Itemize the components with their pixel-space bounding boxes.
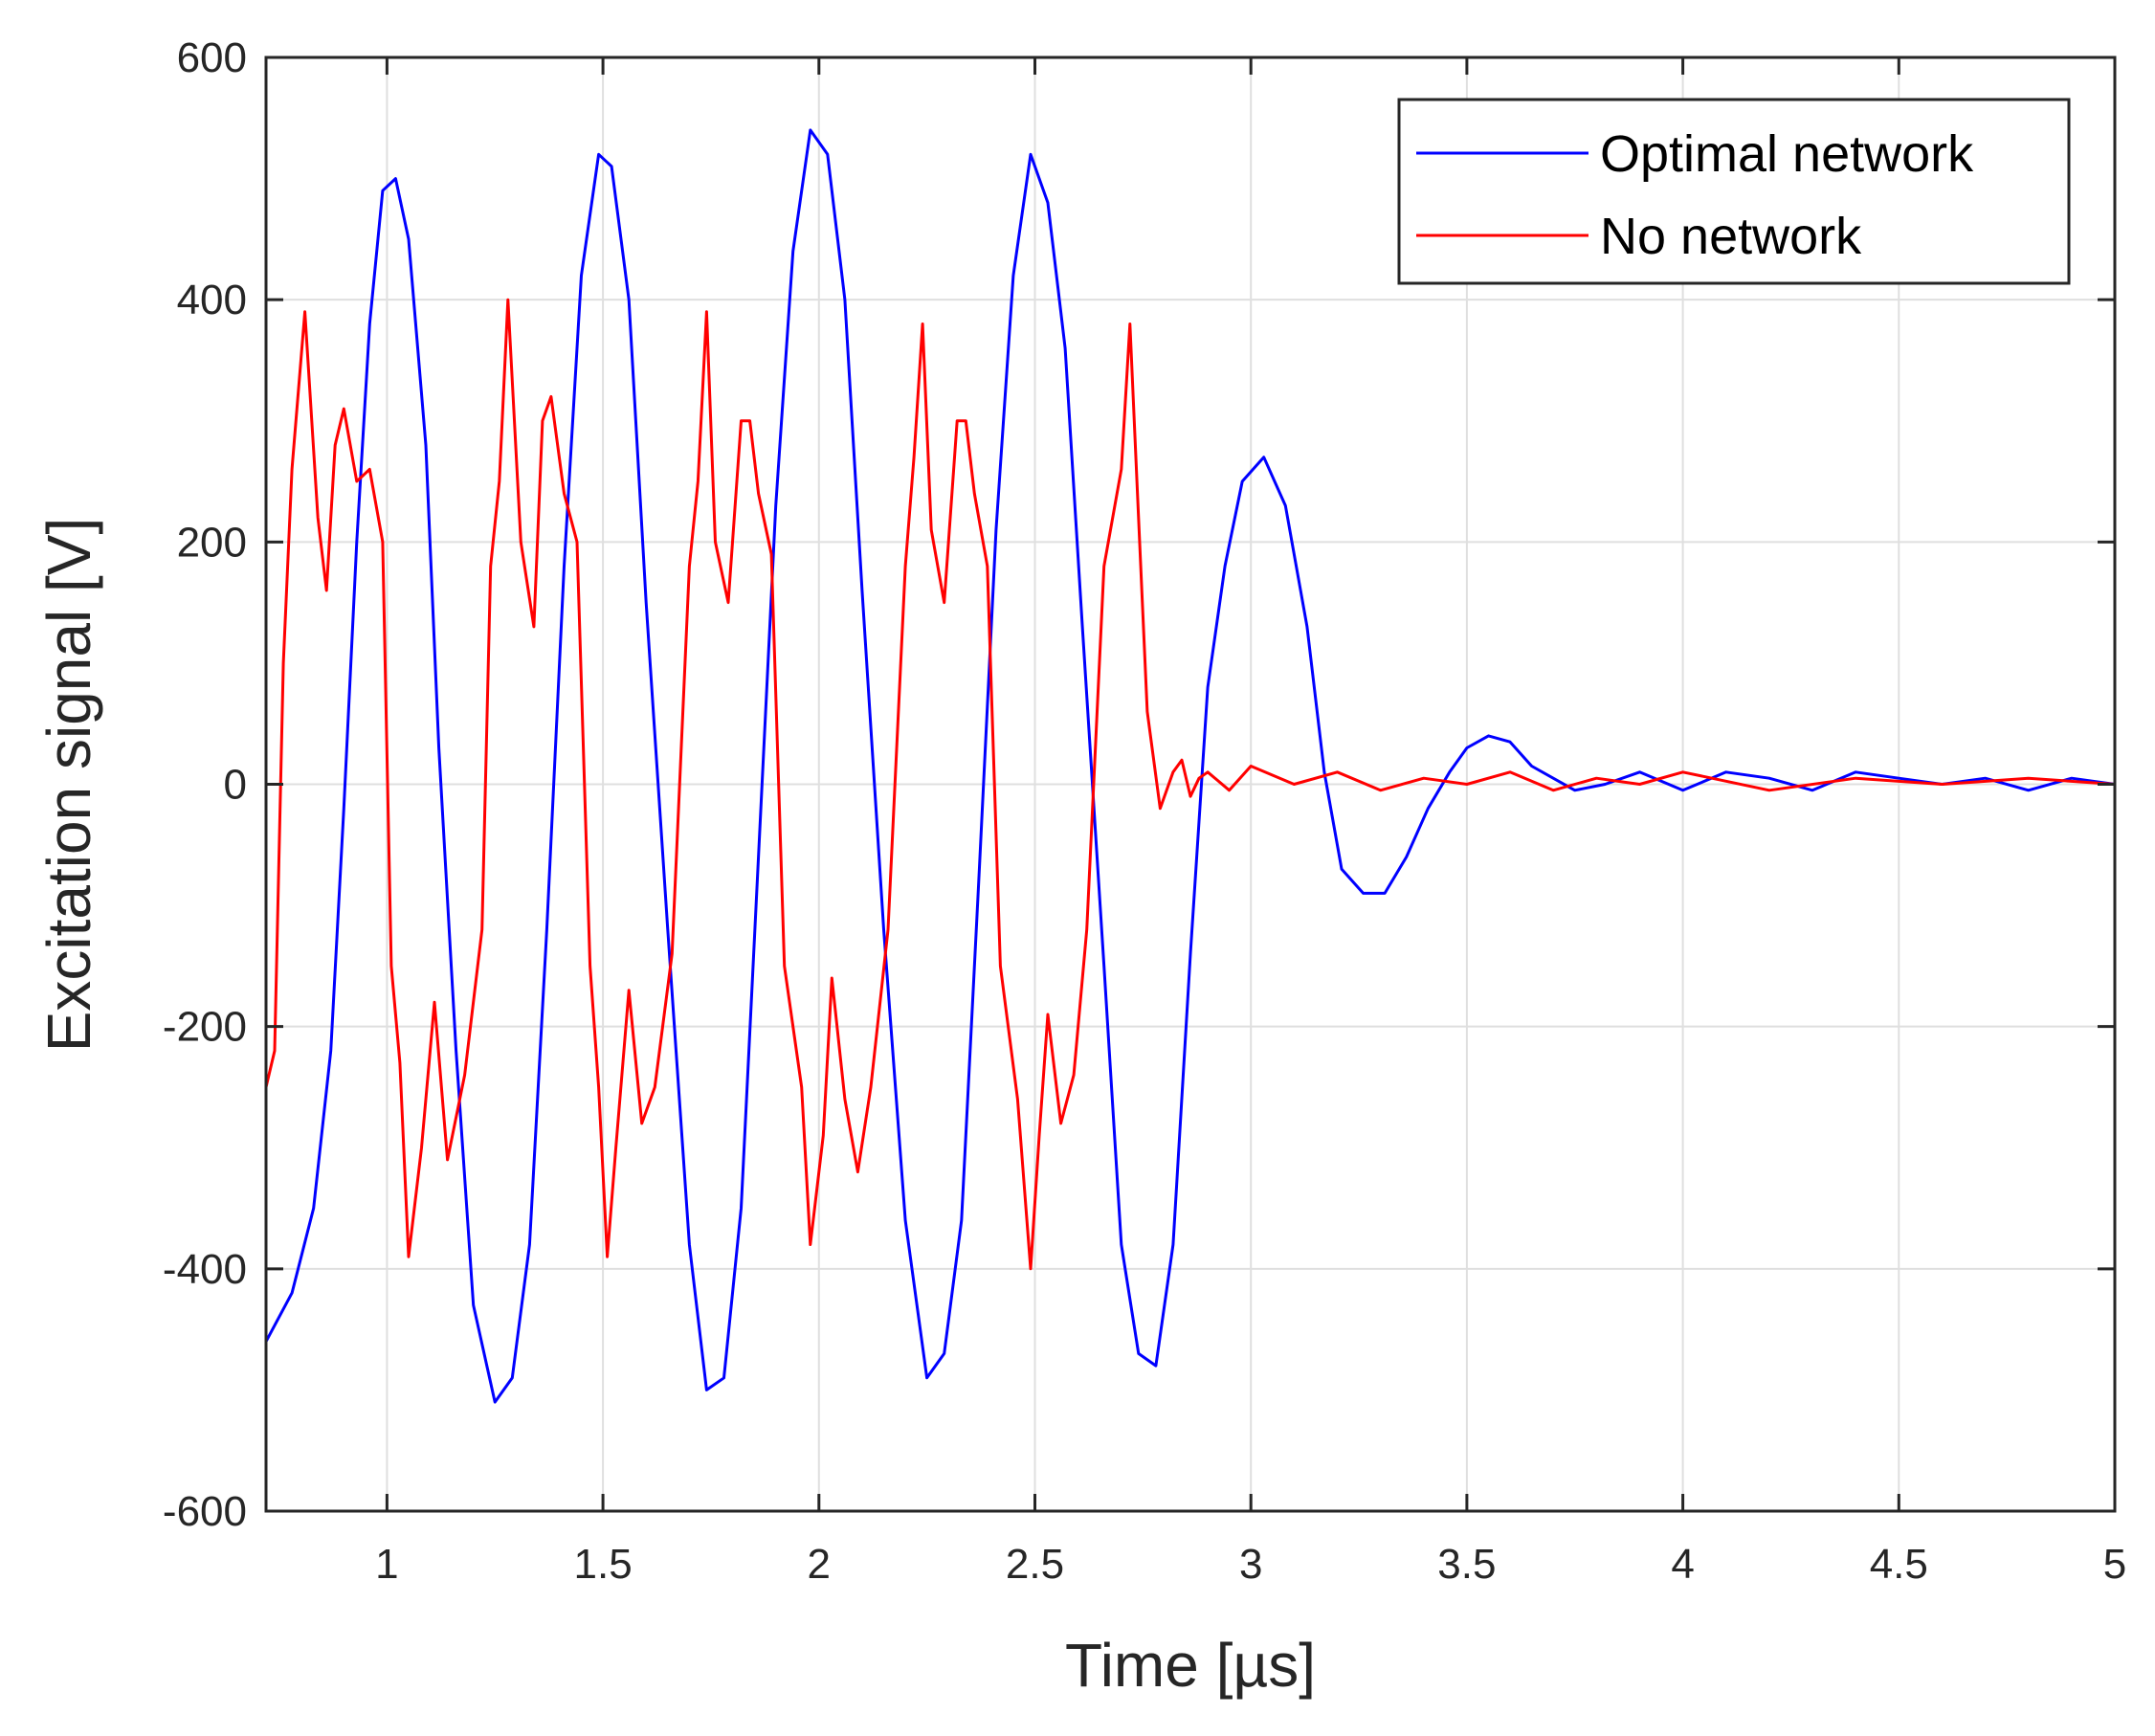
series-line-optimal-network bbox=[264, 128, 2116, 1404]
axis-ticks bbox=[266, 56, 2117, 1513]
axis-tick-labels: 1 1.5 2 2.5 3 3.5 4 4.5 5 -600 -400 -200 0 200 400 600 bbox=[163, 34, 2126, 1588]
x-tick-label: 2.5 bbox=[1006, 1541, 1064, 1588]
y-tick-label: -200 bbox=[163, 1004, 247, 1051]
x-tick-label: 4 bbox=[1671, 1541, 1694, 1588]
x-tick-label: 5 bbox=[2103, 1541, 2126, 1588]
x-tick-label: 3 bbox=[1239, 1541, 1262, 1588]
legend-label-optimal-network: Optimal network bbox=[1600, 125, 1974, 183]
x-tick-label: 4.5 bbox=[1870, 1541, 1928, 1588]
legend-box bbox=[1397, 98, 2071, 285]
x-tick-label: 1 bbox=[375, 1541, 398, 1588]
y-axis-title: Excitation signal [V] bbox=[34, 518, 103, 1053]
legend-label-no-network: No network bbox=[1600, 208, 1862, 265]
y-tick-label: 0 bbox=[224, 762, 247, 809]
series-line-no-network bbox=[264, 298, 2116, 1271]
x-tick-label: 2 bbox=[808, 1541, 831, 1588]
y-tick-label: -600 bbox=[163, 1488, 247, 1535]
legend: Optimal network No network bbox=[1397, 98, 2071, 285]
y-tick-label: 400 bbox=[177, 277, 247, 323]
y-tick-label: 200 bbox=[177, 519, 247, 566]
y-tick-label: 600 bbox=[177, 34, 247, 81]
x-tick-label: 1.5 bbox=[574, 1541, 633, 1588]
y-tick-label: -400 bbox=[163, 1246, 247, 1293]
series-layer bbox=[264, 128, 2116, 1404]
x-axis-title: Time [µs] bbox=[1065, 1631, 1316, 1700]
x-tick-label: 3.5 bbox=[1437, 1541, 1496, 1588]
